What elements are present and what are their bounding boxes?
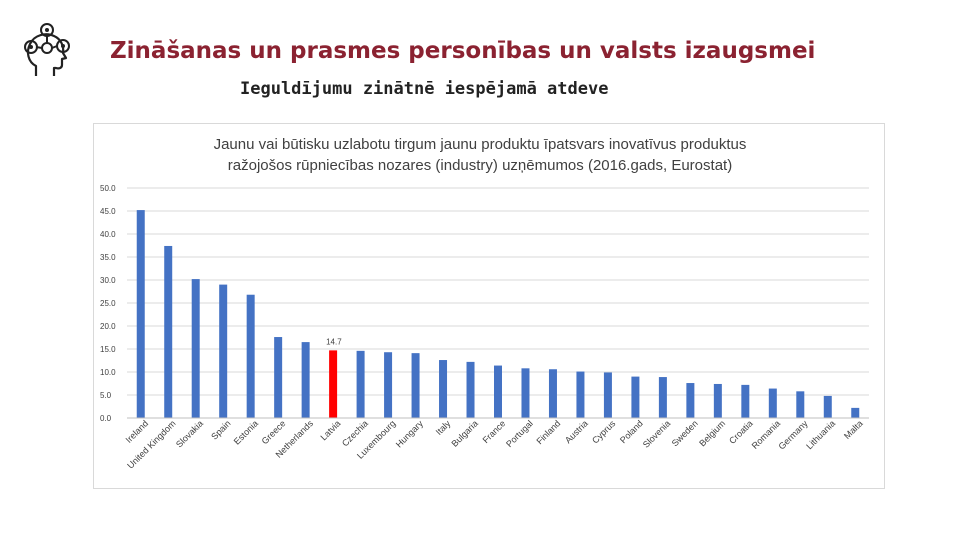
- x-tick-label: Sweden: [670, 418, 700, 448]
- x-tick-label: Malta: [842, 418, 865, 441]
- bar-ireland: [136, 210, 145, 418]
- bar-czechia: [356, 350, 365, 418]
- bar-latvia: [329, 350, 338, 418]
- x-tick-label: Cyprus: [590, 418, 618, 446]
- chart-title: Jaunu vai būtisku uzlabotu tirgum jaunu …: [0, 134, 960, 176]
- bar-sweden: [686, 383, 695, 418]
- bar-netherlands: [301, 342, 310, 418]
- x-tick-label: United Kingdom: [125, 418, 177, 470]
- bar-bulgaria: [466, 361, 475, 418]
- head-with-ideas-icon: [18, 22, 76, 80]
- x-tick-label: Spain: [209, 418, 232, 441]
- bar-croatia: [741, 384, 750, 418]
- chart-title-line-2: ražojošos rūpniecības nozares (industry)…: [227, 157, 733, 174]
- y-tick-label: 25.0: [100, 299, 116, 308]
- x-tick-label: Estonia: [232, 418, 260, 446]
- bar-slovakia: [191, 279, 200, 418]
- x-tick-label: Lithuania: [804, 418, 837, 451]
- bar-austria: [576, 371, 585, 418]
- x-tick-label: Portugal: [504, 418, 535, 449]
- x-tick-label: Slovenia: [641, 418, 672, 449]
- y-tick-label: 15.0: [100, 345, 116, 354]
- x-tick-label: Germany: [776, 418, 810, 452]
- bar-france: [494, 365, 502, 418]
- chart-title-line-1: Jaunu vai būtisku uzlabotu tirgum jaunu …: [213, 136, 747, 153]
- bar-hungary: [411, 353, 420, 418]
- x-tick-label: Finland: [534, 418, 562, 446]
- bar-italy: [439, 360, 448, 418]
- bar-luxembourg: [384, 352, 393, 418]
- bar-portugal: [521, 368, 530, 418]
- y-tick-label: 40.0: [100, 230, 116, 239]
- bar-greece: [274, 337, 283, 418]
- page-title: Zināšanas un prasmes personības un valst…: [110, 38, 816, 64]
- y-tick-label: 20.0: [100, 322, 116, 331]
- x-tick-label: Slovakia: [174, 418, 205, 449]
- x-tick-label: Bulgaria: [450, 418, 480, 448]
- x-tick-label: Poland: [618, 418, 645, 445]
- bar-finland: [548, 369, 557, 418]
- bar-cyprus: [603, 372, 612, 418]
- x-tick-label: Belgium: [697, 418, 727, 448]
- bar-spain: [219, 284, 228, 418]
- bar-malta: [851, 407, 860, 418]
- x-tick-label: Latvia: [318, 418, 342, 442]
- bar-estonia: [246, 294, 255, 418]
- y-tick-label: 35.0: [100, 253, 116, 262]
- bar-united-kingdom: [164, 245, 173, 418]
- bar-lithuania: [823, 395, 832, 418]
- x-tick-label: Italy: [434, 418, 453, 437]
- y-tick-label: 30.0: [100, 276, 116, 285]
- y-tick-label: 5.0: [100, 391, 112, 400]
- x-tick-label: Ireland: [124, 418, 151, 445]
- y-tick-label: 45.0: [100, 207, 116, 216]
- bar-germany: [796, 391, 805, 418]
- y-tick-label: 10.0: [100, 368, 116, 377]
- bar-belgium: [713, 383, 722, 418]
- y-tick-label: 0.0: [100, 414, 112, 423]
- page-subtitle: Ieguldījumu zinātnē iespējamā atdeve: [240, 79, 609, 99]
- bar-poland: [631, 376, 640, 418]
- x-tick-label: France: [481, 418, 508, 445]
- bar-romania: [768, 388, 777, 418]
- data-label: 14.7: [326, 337, 342, 346]
- y-tick-label: 50.0: [100, 184, 116, 193]
- bar-slovenia: [658, 377, 667, 418]
- x-tick-label: Hungary: [394, 418, 425, 449]
- x-tick-label: Austria: [563, 418, 590, 445]
